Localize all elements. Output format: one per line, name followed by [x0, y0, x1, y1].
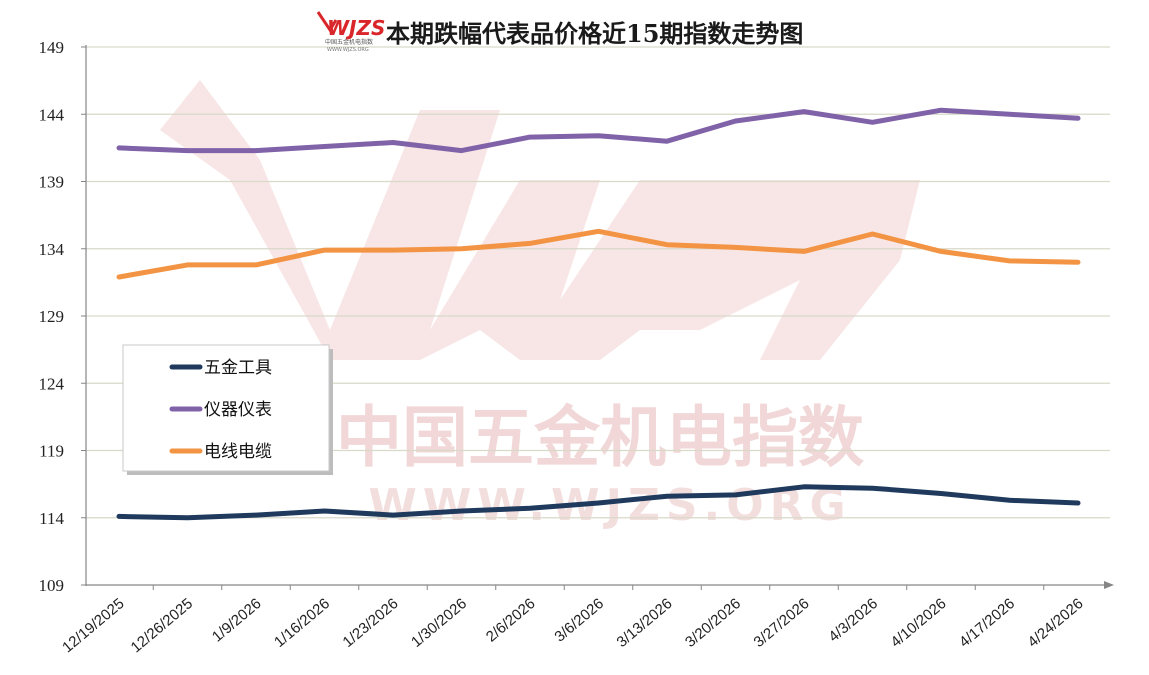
x-tick-label: 3/20/2026	[682, 595, 744, 651]
chart-title: 本期跌幅代表品价格近15期指数走势图	[386, 19, 803, 48]
x-tick-label: 12/26/2025	[128, 595, 196, 656]
watermark-logo-shape	[160, 80, 920, 360]
series-line-2	[116, 107, 1081, 154]
series-line-3	[116, 228, 1081, 280]
watermark: 中国五金机电指数 WWW.WJZS.ORG	[160, 80, 920, 531]
legend-label: 五金工具	[204, 358, 272, 378]
x-tick-label: 4/24/2026	[1025, 595, 1087, 651]
legend-label: 电线电缆	[204, 442, 272, 462]
x-tick-label: 1/9/2026	[209, 595, 265, 646]
logo-sub-url: WWW.WJZS.ORG	[327, 47, 369, 53]
legend-box	[122, 344, 330, 472]
y-tick-label: 149	[39, 38, 65, 57]
y-tick-label: 144	[39, 105, 65, 124]
y-tick-label: 134	[39, 240, 65, 259]
y-tick-label: 124	[39, 374, 65, 393]
x-axis-arrow-icon	[1104, 581, 1114, 589]
x-ticks: 12/19/2025 12/26/2025 1/9/2026 1/16/2026 1/2…	[59, 585, 1087, 656]
series	[116, 107, 1081, 521]
x-tick-label: 12/19/2025	[59, 595, 127, 656]
x-tick-label: 4/3/2026	[825, 595, 881, 646]
logo: WJZS 中国五金机电指数 WWW.WJZS.ORG	[316, 11, 385, 53]
y-tick-label: 109	[39, 576, 65, 595]
y-tick-label: 139	[39, 173, 65, 192]
x-tick-label: 3/6/2026	[551, 595, 607, 646]
y-tick-label: 129	[39, 307, 65, 326]
watermark-cn: 中国五金机电指数	[336, 399, 864, 476]
x-tick-label: 3/27/2026	[751, 595, 813, 651]
x-tick-label: 4/10/2026	[888, 595, 950, 651]
x-tick-label: 4/17/2026	[956, 595, 1018, 651]
x-tick-label: 2/6/2026	[483, 595, 539, 646]
y-tick-label: 119	[39, 442, 64, 461]
x-tick-label: 1/23/2026	[340, 595, 402, 651]
watermark-url: WWW.WJZS.ORG	[368, 480, 851, 531]
chart-header: WJZS 中国五金机电指数 WWW.WJZS.ORG 本期跌幅代表品价格近15期…	[316, 11, 803, 53]
logo-sub-cn: 中国五金机电指数	[325, 38, 373, 46]
logo-brand: WJZS	[327, 16, 385, 40]
legend-label: 仪器仪表	[204, 400, 272, 420]
x-tick-label: 1/16/2026	[271, 595, 333, 651]
logo-arrow-icon	[316, 11, 338, 33]
y-ticks: 149 144 139 134 129 124 119 114 109	[39, 38, 86, 595]
series-line-1	[116, 484, 1081, 521]
x-tick-label: 1/30/2026	[408, 595, 470, 651]
x-tick-label: 3/13/2026	[614, 595, 676, 651]
y-tick-label: 114	[39, 509, 64, 528]
